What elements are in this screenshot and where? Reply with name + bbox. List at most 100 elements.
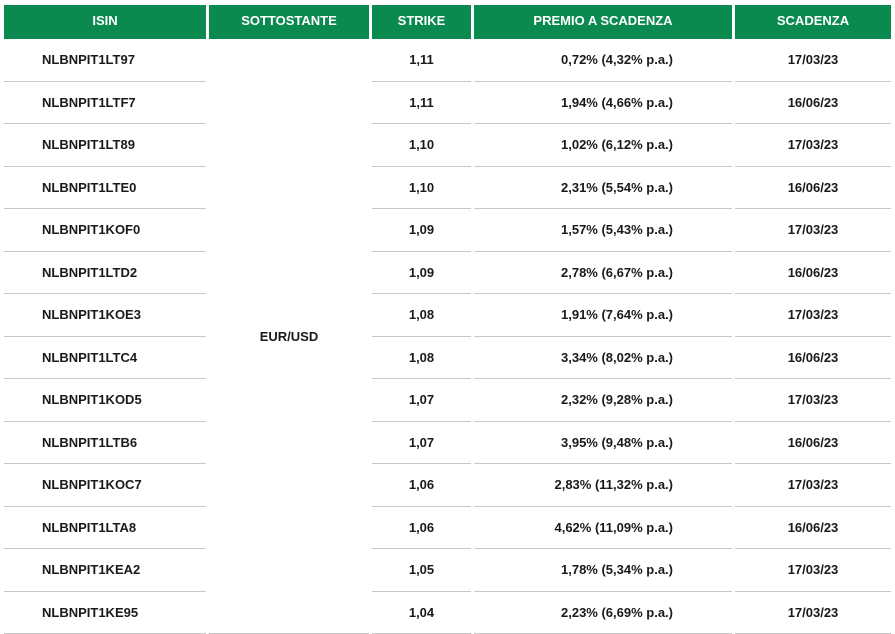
isin-cell: NLBNPIT1LTA8 — [42, 519, 137, 535]
underlying-cell: EUR/USD — [259, 328, 319, 344]
strike-cell: 1,07 — [408, 392, 435, 407]
strike-cell: 1,06 — [408, 477, 435, 492]
row-divider — [735, 165, 891, 167]
strike-cell: 1,08 — [408, 349, 435, 365]
premium-cell: 4,62% (11,09% p.a.) — [554, 519, 673, 535]
expiry-cell: 17/03/23 — [787, 222, 839, 237]
table-header: ISIN SOTTOSTANTE STRIKE PREMIO A SCADENZA SC… — [0, 5, 895, 39]
isin-cell: NLBNPIT1KEA2 — [42, 562, 141, 577]
row-divider — [474, 420, 732, 422]
row-divider — [4, 123, 206, 124]
premium-cell: 2,32% (9,28% p.a.) — [561, 392, 673, 407]
expiry-cell: 16/06/23 — [787, 179, 839, 195]
row-divider — [372, 505, 471, 507]
strike-cell: 1,11 — [409, 52, 434, 67]
row-divider — [4, 505, 206, 507]
row-divider — [372, 80, 471, 82]
strike-cell: 1,11 — [409, 94, 434, 110]
row-divider — [474, 123, 732, 124]
row-divider — [4, 208, 206, 209]
row-divider — [372, 123, 471, 124]
row-divider — [735, 250, 891, 252]
row-divider — [735, 463, 891, 464]
row-divider — [4, 250, 206, 252]
row-divider — [735, 505, 891, 507]
strike-cell: 1,08 — [408, 307, 435, 322]
strike-cell: 1,09 — [408, 222, 435, 237]
row-divider — [372, 250, 471, 252]
expiry-cell: 17/03/23 — [787, 307, 839, 322]
strike-cell: 1,10 — [408, 179, 435, 195]
isin-cell: NLBNPIT1KE95 — [42, 604, 139, 620]
expiry-cell: 16/06/23 — [787, 519, 839, 535]
row-divider — [4, 335, 206, 337]
isin-cell: NLBNPIT1LTD2 — [42, 264, 138, 280]
isin-cell: NLBNPIT1LT89 — [42, 137, 135, 152]
premium-cell: 2,83% (11,32% p.a.) — [554, 477, 673, 492]
row-divider — [4, 463, 206, 464]
row-divider — [372, 165, 471, 167]
expiry-cell: 17/03/23 — [787, 137, 839, 152]
row-divider — [372, 335, 471, 337]
row-divider — [372, 378, 471, 379]
row-divider — [4, 80, 206, 82]
isin-cell: NLBNPIT1KOF0 — [42, 222, 141, 237]
row-divider — [735, 590, 891, 592]
expiry-cell: 16/06/23 — [787, 94, 839, 110]
row-divider — [4, 420, 206, 422]
header-premio: PREMIO A SCADENZA — [474, 5, 732, 39]
row-divider — [735, 335, 891, 337]
strike-cell: 1,05 — [408, 562, 435, 577]
premium-cell: 2,23% (6,69% p.a.) — [561, 604, 673, 620]
row-divider — [474, 378, 732, 379]
expiry-cell: 17/03/23 — [787, 562, 839, 577]
isin-cell: NLBNPIT1LTE0 — [42, 179, 137, 195]
expiry-cell: 17/03/23 — [787, 392, 839, 407]
row-divider — [735, 208, 891, 209]
expiry-cell: 17/03/23 — [787, 604, 839, 620]
expiry-cell: 16/06/23 — [787, 434, 839, 450]
row-divider — [4, 293, 206, 294]
premium-cell: 2,31% (5,54% p.a.) — [561, 179, 673, 195]
expiry-cell: 17/03/23 — [787, 52, 839, 67]
strike-cell: 1,10 — [408, 137, 435, 152]
header-sottostante: SOTTOSTANTE — [209, 5, 369, 39]
row-divider — [474, 293, 732, 294]
expiry-cell: 16/06/23 — [787, 349, 839, 365]
row-divider — [4, 165, 206, 167]
strike-cell: 1,09 — [408, 264, 435, 280]
row-divider — [372, 463, 471, 464]
row-divider — [474, 335, 732, 337]
row-divider — [372, 548, 471, 549]
row-divider — [735, 80, 891, 82]
isin-cell: NLBNPIT1KOE3 — [42, 307, 141, 322]
isin-cell: NLBNPIT1LTB6 — [42, 434, 138, 450]
premium-cell: 2,78% (6,67% p.a.) — [561, 264, 673, 280]
strike-cell: 1,04 — [408, 604, 435, 620]
row-divider — [735, 378, 891, 379]
isin-cell: NLBNPIT1LT97 — [42, 52, 135, 67]
header-scadenza: SCADENZA — [735, 5, 891, 39]
row-divider — [474, 208, 732, 209]
expiry-cell: 17/03/23 — [787, 477, 839, 492]
premium-cell: 3,95% (9,48% p.a.) — [561, 434, 673, 450]
row-divider — [4, 590, 206, 592]
row-divider — [372, 420, 471, 422]
row-divider — [4, 378, 206, 379]
row-divider — [474, 590, 732, 592]
isin-cell: NLBNPIT1KOD5 — [42, 392, 142, 407]
strike-cell: 1,07 — [408, 434, 435, 450]
premium-cell: 1,91% (7,64% p.a.) — [561, 307, 673, 322]
premium-cell: 3,34% (8,02% p.a.) — [561, 349, 673, 365]
row-divider — [474, 250, 732, 252]
row-divider — [372, 208, 471, 209]
row-divider — [474, 505, 732, 507]
isin-cell: NLBNPIT1KOC7 — [42, 477, 142, 492]
premium-cell: 0,72% (4,32% p.a.) — [561, 52, 673, 67]
premium-cell: 1,78% (5,34% p.a.) — [561, 562, 673, 577]
premium-cell: 1,57% (5,43% p.a.) — [561, 222, 673, 237]
isin-cell: NLBNPIT1LTF7 — [42, 94, 136, 110]
header-isin: ISIN — [4, 5, 206, 39]
row-divider — [372, 590, 471, 592]
